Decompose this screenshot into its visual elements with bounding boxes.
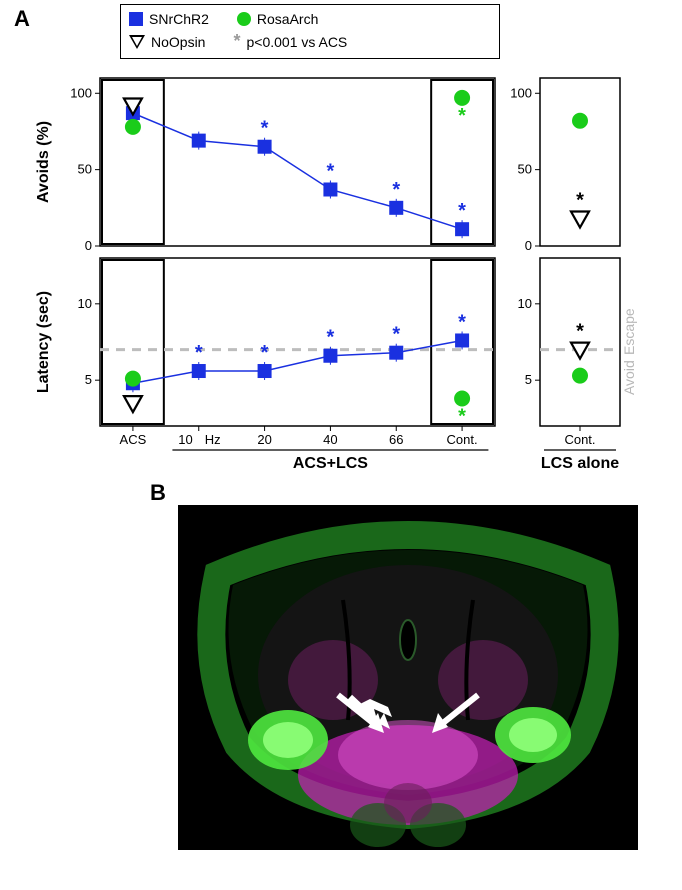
panel-a-charts: 0 0 50 50 100 100 Avoids (%) * * * * * * 5 5 10 10 Latenc… bbox=[30, 62, 670, 482]
svg-text:50: 50 bbox=[78, 162, 92, 177]
svg-text:0: 0 bbox=[85, 238, 92, 253]
legend-rosa-label: RosaArch bbox=[257, 11, 318, 27]
svg-text:*: * bbox=[327, 160, 335, 182]
legend-noop-label: NoOpsin bbox=[151, 34, 205, 50]
svg-text:*: * bbox=[392, 324, 400, 346]
svg-text:*: * bbox=[195, 342, 203, 364]
svg-text:10: 10 bbox=[518, 296, 532, 311]
svg-text:40: 40 bbox=[323, 432, 337, 447]
svg-text:*: * bbox=[327, 327, 335, 349]
svg-text:*: * bbox=[392, 179, 400, 201]
svg-text:Latency (sec): Latency (sec) bbox=[35, 291, 52, 393]
legend-snr: SNrChR2 bbox=[129, 11, 209, 27]
circle-icon bbox=[237, 12, 251, 26]
svg-text:Avoids (%): Avoids (%) bbox=[35, 121, 52, 203]
svg-text:*: * bbox=[261, 342, 269, 364]
svg-text:10: 10 bbox=[178, 432, 192, 447]
svg-text:0: 0 bbox=[525, 238, 532, 253]
svg-text:ACS+LCS: ACS+LCS bbox=[293, 455, 368, 472]
svg-text:Cont.: Cont. bbox=[447, 432, 478, 447]
svg-text:100: 100 bbox=[70, 85, 92, 100]
triangle-icon bbox=[129, 35, 145, 49]
svg-text:10: 10 bbox=[78, 296, 92, 311]
legend-pval: * p<0.001 vs ACS bbox=[233, 31, 347, 52]
legend-rosa: RosaArch bbox=[237, 11, 318, 27]
svg-text:5: 5 bbox=[85, 372, 92, 387]
svg-text:*: * bbox=[458, 311, 466, 333]
svg-text:*: * bbox=[458, 105, 466, 127]
panel-b-micrograph bbox=[178, 505, 638, 850]
panel-a-label: A bbox=[14, 6, 30, 32]
svg-text:*: * bbox=[458, 406, 466, 428]
svg-text:66: 66 bbox=[389, 432, 403, 447]
legend-pval-label: p<0.001 vs ACS bbox=[246, 34, 347, 50]
svg-text:100: 100 bbox=[510, 85, 532, 100]
svg-text:Escape: Escape bbox=[621, 308, 637, 355]
svg-text:*: * bbox=[576, 321, 584, 343]
svg-text:*: * bbox=[458, 200, 466, 222]
svg-text:*: * bbox=[576, 190, 584, 212]
svg-text:Hz: Hz bbox=[205, 432, 221, 447]
legend-noop: NoOpsin bbox=[129, 31, 205, 52]
legend-box: SNrChR2 RosaArch NoOpsin * p<0.001 vs AC… bbox=[120, 4, 500, 59]
svg-text:20: 20 bbox=[257, 432, 271, 447]
square-icon bbox=[129, 12, 143, 26]
svg-text:50: 50 bbox=[518, 162, 532, 177]
svg-text:LCS alone: LCS alone bbox=[541, 455, 619, 472]
svg-text:ACS: ACS bbox=[120, 432, 147, 447]
star-icon: * bbox=[233, 31, 240, 52]
svg-text:*: * bbox=[261, 118, 269, 140]
legend-snr-label: SNrChR2 bbox=[149, 11, 209, 27]
svg-text:5: 5 bbox=[525, 372, 532, 387]
svg-text:Cont.: Cont. bbox=[564, 432, 595, 447]
panel-b-label: B bbox=[150, 480, 166, 506]
svg-text:Avoid: Avoid bbox=[621, 360, 637, 395]
